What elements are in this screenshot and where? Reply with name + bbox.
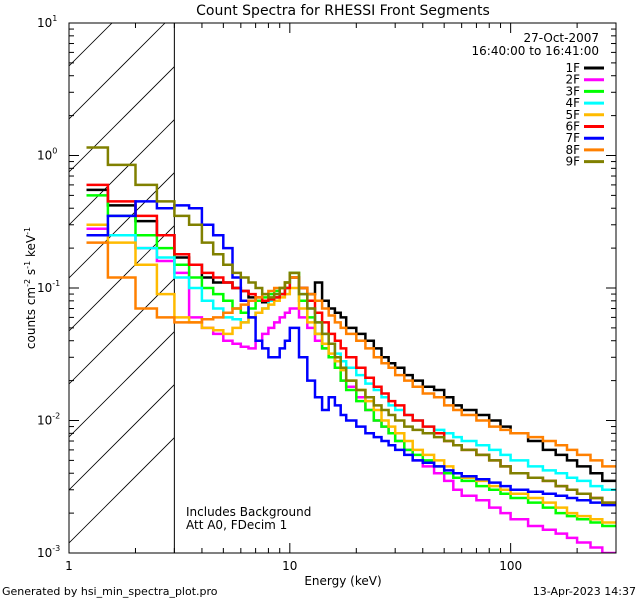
y-tick-label: 101 <box>37 14 57 30</box>
axes: 1 10 100 10-3 10-2 10-1 100 101 <box>37 14 617 573</box>
y-tick-label: 10-2 <box>37 412 60 428</box>
chart-title: Count Spectra for RHESSI Front Segments <box>196 3 490 19</box>
legend-label-4F: 4F <box>565 96 580 110</box>
y-axis-label: counts cm-2 s-1 keV-1 <box>23 227 38 349</box>
series-line-9F <box>86 146 616 504</box>
legend-label-1F: 1F <box>565 61 580 75</box>
series-line-8F <box>86 241 616 468</box>
hatch-line <box>69 331 175 438</box>
x-tick-label: 10 <box>282 559 297 573</box>
hatch-line <box>69 23 166 120</box>
legend-label-2F: 2F <box>565 73 580 87</box>
annotation-background: Includes Background <box>186 505 311 519</box>
hatch-line <box>69 278 175 385</box>
hatch-line <box>69 66 175 173</box>
legend-label-5F: 5F <box>565 108 580 122</box>
series-line-7F <box>86 200 616 507</box>
x-axis-label: Energy (keV) <box>304 574 381 588</box>
y-tick-label: 10-1 <box>37 279 60 295</box>
hatched-region <box>69 23 175 553</box>
footer-date: 13-Apr-2023 14:37 <box>533 585 636 598</box>
plot-frame <box>68 22 617 554</box>
legend-label-7F: 7F <box>565 131 580 145</box>
legend-label-3F: 3F <box>565 84 580 98</box>
hatch-line <box>69 437 175 544</box>
series-line-3F <box>86 194 616 528</box>
x-tick-label: 1 <box>65 559 73 573</box>
series-line-5F <box>86 223 616 524</box>
y-tick-label: 100 <box>37 147 57 163</box>
legend-label-9F: 9F <box>565 155 580 169</box>
legend-label-6F: 6F <box>565 120 580 134</box>
legend-label-8F: 8F <box>565 143 580 157</box>
series-lines <box>86 146 616 553</box>
y-tick-label: 10-3 <box>37 544 60 560</box>
annotation-attenuator: Att A0, FDecim 1 <box>186 518 287 532</box>
series-line-6F <box>86 183 616 504</box>
footer-generated: Generated by hsi_min_spectra_plot.pro <box>2 585 218 598</box>
hatch-line <box>69 119 175 226</box>
time-range-label: 16:40:00 to 16:41:00 <box>472 44 599 58</box>
hatch-line <box>69 384 175 491</box>
date-label: 27-Oct-2007 <box>523 31 599 45</box>
series-line-4F <box>86 223 616 492</box>
x-tick-label: 100 <box>499 559 522 573</box>
